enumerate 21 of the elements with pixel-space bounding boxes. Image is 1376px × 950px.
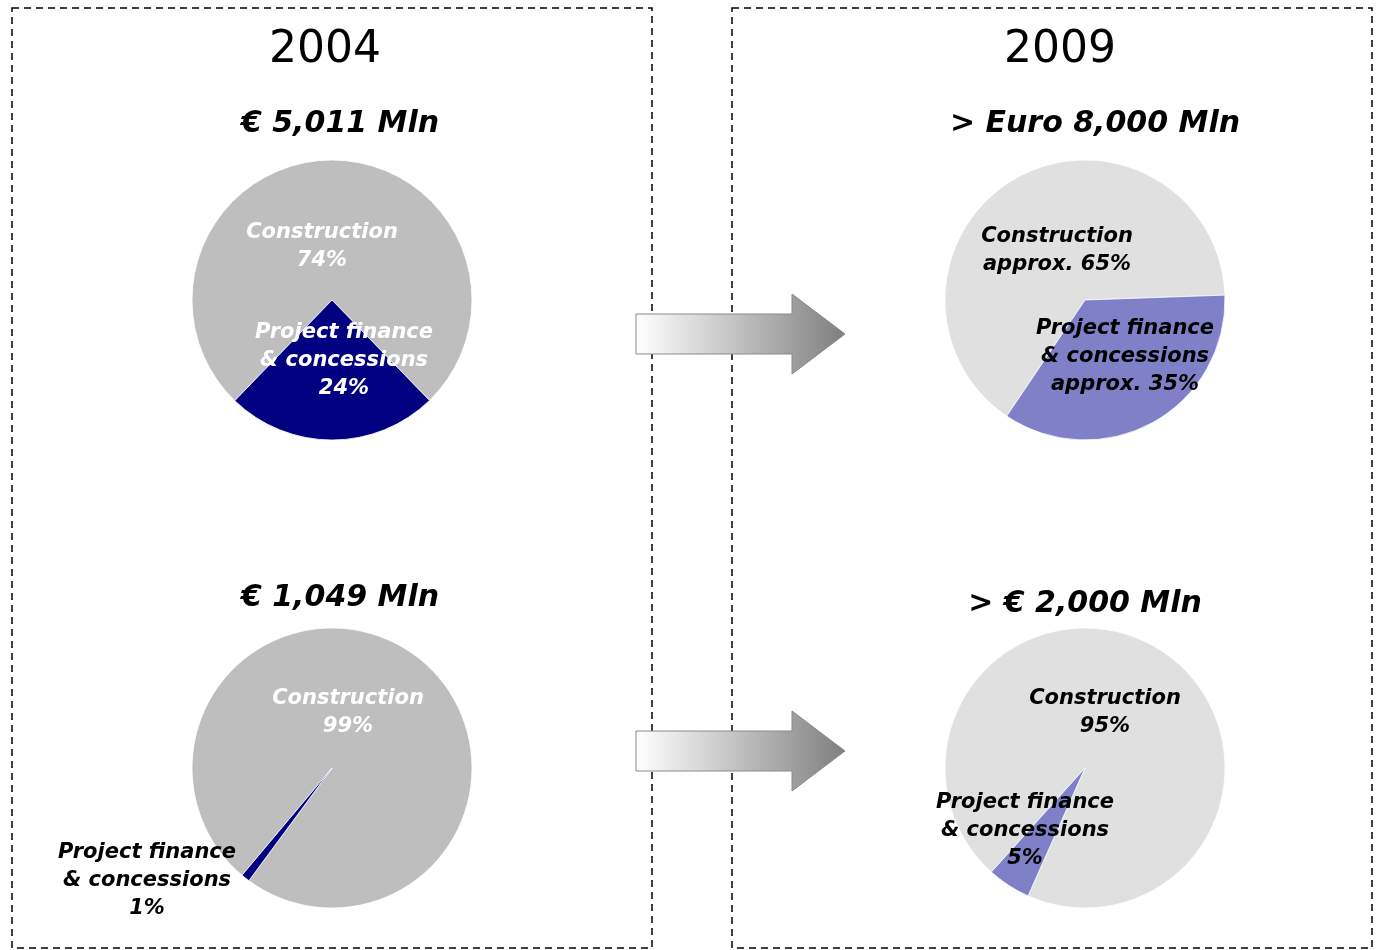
data-label: 24%	[318, 375, 370, 399]
data-label: approx. 65%	[982, 251, 1132, 275]
data-label: 95%	[1079, 713, 1131, 737]
chart-subtitle: > Euro 8,000 Mln	[949, 103, 1241, 139]
data-label: 5%	[1007, 845, 1043, 869]
chart-title: € 1,049 Mln	[238, 577, 440, 613]
chart-title: 2009	[1004, 21, 1116, 72]
data-label: 99%	[322, 713, 374, 737]
pie-slice	[241, 767, 333, 882]
slice-label: Project finance & concessions	[57, 839, 237, 891]
data-label: 74%	[296, 247, 348, 271]
chart-title: 2004	[269, 21, 381, 72]
chart-subtitle: € 5,011 Mln	[238, 103, 440, 139]
slice-label: Construction	[1029, 685, 1181, 709]
slice-label: Construction	[981, 223, 1133, 247]
slice-label: Construction	[272, 685, 424, 709]
data-label: 1%	[129, 895, 165, 919]
chart-title: > € 2,000 Mln	[968, 583, 1202, 619]
slice-label: Project finance & concessions	[935, 789, 1115, 841]
slice-label: Construction	[246, 219, 398, 243]
data-label: approx. 35%	[1050, 371, 1200, 395]
